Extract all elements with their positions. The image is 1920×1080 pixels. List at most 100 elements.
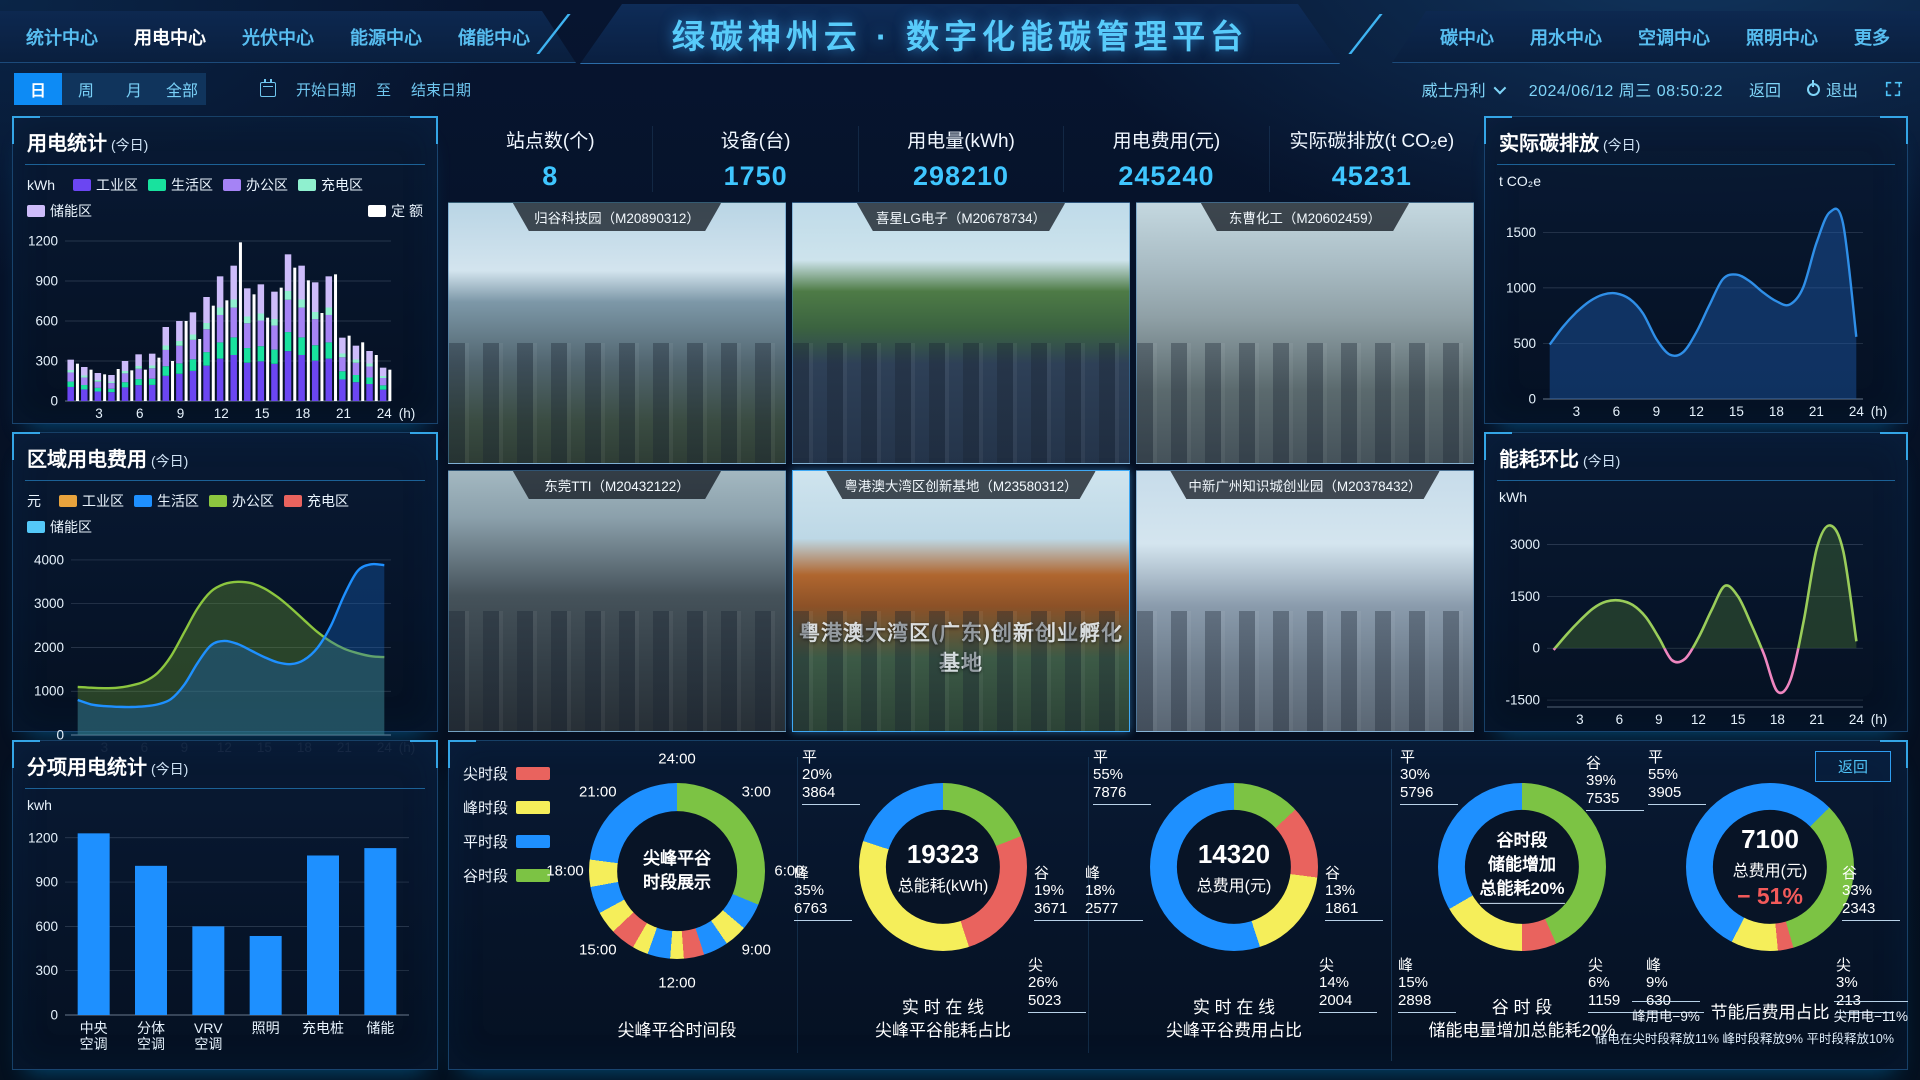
svg-text:1500: 1500 <box>1510 589 1540 604</box>
return-button[interactable]: 返回 <box>1814 751 1891 782</box>
legend-item-充电区: 充电区 <box>298 175 363 195</box>
tou-legend-label: 平时段 <box>463 834 509 851</box>
nav-item-更多[interactable]: 更多 <box>1854 27 1890 48</box>
nav-item-用电中心[interactable]: 用电中心 <box>134 27 206 48</box>
period-tab-月[interactable]: 月 <box>125 83 142 100</box>
legend-label: 储能区 <box>50 203 92 219</box>
end-date-field[interactable]: 结束日期 <box>411 81 472 99</box>
svg-text:0: 0 <box>1532 641 1540 656</box>
donut-caption-line: 实 时 在 线 <box>901 998 985 1018</box>
nav-item-用水中心[interactable]: 用水中心 <box>1530 27 1602 48</box>
logout-button[interactable]: 退出 <box>1806 77 1858 101</box>
power-stat-chart: 0 300 600 900 1200 3 6 9 12 15 18 21 24 (h) <box>28 234 416 422</box>
tou-legend-平时段: 平时段 <box>463 831 559 852</box>
nav-item-光伏中心[interactable]: 光伏中心 <box>242 27 314 48</box>
site-tile[interactable]: 中新广州知识城创业园（M20378432） <box>1136 470 1474 732</box>
legend-region-cost: 元 工业区 生活区 办公区 充电区 储能区 <box>25 481 425 539</box>
tou-legend-尖时段: 尖时段 <box>463 763 559 784</box>
tou-section-right: 谷时段 储能增加 总能耗20% 平 30% 5796 谷 39% 7535 尖 6% 1159 峰 15%… <box>1388 749 1908 1061</box>
tou-legend: 尖时段 峰时段 平时段 谷时段 <box>459 749 559 886</box>
donut-caption: 谷 时 段储能电量增加总能耗20% <box>1388 997 1656 1043</box>
svg-text:15: 15 <box>254 406 269 421</box>
clock-tick-label: 15:00 <box>579 941 617 959</box>
site-tile[interactable]: 东曹化工（M20602459） <box>1136 202 1474 464</box>
site-tile[interactable]: 东莞TTI（M20432122） <box>448 470 786 732</box>
legend-label: 办公区 <box>232 493 274 509</box>
site-watermark: 粤港澳大湾区(广东)创新创业孵化基地 <box>799 621 1123 675</box>
period-tab-日[interactable]: 日 <box>14 73 62 105</box>
sub-power-chart: 0 300 600 900 1200 中央空调 分体空调 VRV 空调 照明 充电桩 储能 <box>28 830 409 1052</box>
kpi-label: 实际碳排放(t CO₂e) <box>1289 131 1455 152</box>
nav-item-统计中心[interactable]: 统计中心 <box>26 27 98 48</box>
divider <box>1088 757 1089 1053</box>
period-tab-周[interactable]: 周 <box>77 83 94 100</box>
site-tile[interactable]: 粤港澳大湾区创新基地（M23580312） 粤港澳大湾区(广东)创新创业孵化基地 <box>792 470 1130 732</box>
nav-item-空调中心[interactable]: 空调中心 <box>1638 27 1710 48</box>
svg-text:18: 18 <box>295 406 310 421</box>
primary-nav-row: 统计中心 用电中心 光伏中心 能源中心 储能中心 绿碳神州云 · 数字化能碳管理平台 碳… <box>0 0 1920 66</box>
legend-item-工业区: 工业区 <box>73 175 138 195</box>
nav-item-储能中心[interactable]: 储能中心 <box>458 27 530 48</box>
donut-label-line: 13% <box>1325 882 1356 900</box>
donut-label-line: 55% <box>1648 766 1679 784</box>
donut-ring: 谷时段 储能增加 总能耗20% <box>1438 783 1606 951</box>
calendar-icon[interactable] <box>260 78 276 97</box>
svg-text:600: 600 <box>35 919 58 934</box>
company-name: 威士丹利 <box>1421 83 1486 100</box>
site-tile[interactable]: 喜星LG电子（M20678734） <box>792 202 1130 464</box>
donut-label: 峰 15% 2898 <box>1398 957 1456 1013</box>
svg-text:3: 3 <box>1573 404 1581 419</box>
svg-text:0: 0 <box>50 1008 58 1023</box>
donut-label-line: 630 <box>1646 991 1672 1009</box>
svg-text:照明: 照明 <box>252 1020 280 1036</box>
start-date-field[interactable]: 开始日期 <box>296 81 357 99</box>
fullscreen-icon[interactable] <box>1884 80 1902 98</box>
legend-swatch <box>148 179 166 191</box>
svg-text:3: 3 <box>1576 712 1584 727</box>
donut-caption: 尖峰平谷时间段 <box>549 1020 805 1043</box>
donut-label-line: 19% <box>1034 882 1065 900</box>
legend-swatch <box>27 521 45 533</box>
nav-item-碳中心[interactable]: 碳中心 <box>1440 27 1494 48</box>
donut-center-text: 14320 <box>1197 838 1271 869</box>
legend-label: 充电区 <box>321 177 363 193</box>
legend-item-储能区: 储能区 <box>27 201 92 221</box>
back-button[interactable]: 返回 <box>1748 83 1781 100</box>
toolbar-right: 威士丹利 2024/06/12 周三 08:50:22 返回 退出 <box>1422 77 1902 101</box>
donut-center: 19323 总能耗(kWh) <box>885 809 1001 925</box>
clock-tick-label: 9:00 <box>741 941 771 959</box>
title-block: 绿碳神州云 · 数字化能碳管理平台 <box>580 4 1340 64</box>
panel-title-suffix: (今日) <box>151 761 189 777</box>
donut-ring: 尖峰平谷 时段展示 <box>589 783 765 959</box>
svg-text:1000: 1000 <box>1506 280 1536 295</box>
page-title: 绿碳神州云 · 数字化能碳管理平台 <box>671 17 1249 55</box>
company-select[interactable]: 威士丹利 <box>1421 77 1506 101</box>
legend-item-办公区: 办公区 <box>209 491 274 511</box>
site-tile[interactable]: 归谷科技园（M20890312） <box>448 202 786 464</box>
kpi-stat: 实际碳排放(t CO₂e) 45231 <box>1270 126 1474 192</box>
svg-text:0: 0 <box>56 728 64 743</box>
panel-title: 分项用电统计 <box>27 757 147 779</box>
donut-label-line: 1861 <box>1325 899 1359 917</box>
site-caption: 归谷科技园（M20890312） <box>513 203 721 231</box>
donut-label-line: 平 <box>1648 749 1664 766</box>
donut-label: 谷 13% 1861 <box>1325 865 1383 921</box>
svg-text:12: 12 <box>214 406 229 421</box>
tou-legend-label: 尖时段 <box>463 766 509 783</box>
panel-title-suffix: (今日) <box>111 137 149 153</box>
donut-label-line: 14% <box>1319 974 1350 992</box>
donut-label: 平 20% 3864 <box>802 749 860 805</box>
svg-text:(h): (h) <box>399 406 416 421</box>
legend-power-stat: kWh 工业区 生活区 办公区 充电区 储能区 定 额 <box>25 165 425 223</box>
svg-text:18: 18 <box>1770 712 1785 727</box>
nav-item-照明中心[interactable]: 照明中心 <box>1746 27 1818 48</box>
tou-legend-峰时段: 峰时段 <box>463 797 559 818</box>
donut-label-line: 55% <box>1093 766 1124 784</box>
donut-center-text: 储能增加 <box>1487 854 1556 874</box>
svg-text:12: 12 <box>1689 404 1704 419</box>
panel-huanbi: 能耗环比 (今日) kWh -1500 0 1500 3000 3 6 9 12 15 18 21 24… <box>1484 432 1908 732</box>
nav-item-能源中心[interactable]: 能源中心 <box>350 27 422 48</box>
legend-swatch <box>368 205 387 217</box>
period-tab-全部[interactable]: 全部 <box>165 83 198 100</box>
svg-text:1200: 1200 <box>28 234 58 249</box>
